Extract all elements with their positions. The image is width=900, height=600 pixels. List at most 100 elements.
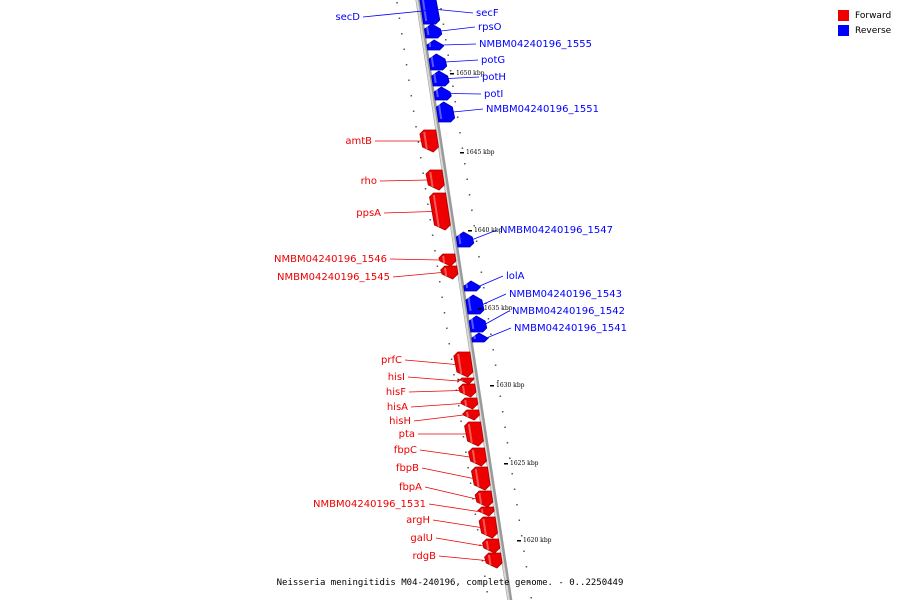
minor-tick [441, 296, 443, 298]
gene-label-pta: pta [399, 429, 415, 440]
gene-label-rdgB: rdgB [413, 551, 437, 562]
gene-label-galU: galU [410, 533, 433, 544]
minor-tick [424, 188, 427, 190]
minor-tick [456, 116, 459, 118]
leader-hisI [407, 376, 459, 382]
leader-fbpA [424, 486, 477, 500]
gene-label-potG: potG [481, 55, 505, 66]
gene-label-hisA: hisA [387, 402, 408, 413]
gene-label-NMBM04240196_1546: NMBM04240196_1546 [274, 254, 387, 265]
leader-NMBM04240196_1551 [453, 108, 484, 113]
minor-tick [465, 451, 467, 453]
gene-fbpC [468, 447, 487, 467]
leader-NMBM04240196_1531 [428, 503, 479, 512]
leader-NMBM04240196_1546 [389, 258, 440, 261]
minor-tick [454, 101, 457, 103]
gene-label-hisI: hisI [388, 372, 405, 383]
minor-tick [398, 17, 401, 19]
minor-tick [509, 457, 511, 459]
minor-tick [484, 575, 486, 577]
gene-label-rpsO: rpsO [478, 22, 502, 33]
gene-potI [433, 86, 452, 101]
minor-tick [482, 287, 485, 289]
gene-prfC [453, 351, 474, 378]
gene-NMBM04240196_1543 [465, 294, 485, 315]
genome-caption: Neisseria meningitidis M04-240196, compl… [276, 578, 624, 588]
minor-tick [528, 581, 530, 583]
leader-ppsA [383, 211, 433, 214]
forward-label: Forward [855, 10, 892, 21]
minor-tick [506, 442, 509, 444]
kbp-label: 1630 kbp [496, 382, 525, 389]
minor-tick [403, 48, 405, 50]
leader-lolA [479, 275, 504, 287]
minor-tick [504, 426, 506, 428]
gene-features [419, 0, 503, 569]
gene-label-NMBM04240196_1555: NMBM04240196_1555 [479, 39, 592, 50]
minor-tick [431, 234, 434, 236]
minor-tick [405, 64, 408, 66]
leader-NMBM04240196_1555 [442, 43, 477, 46]
gene-rho [425, 169, 445, 191]
reverse-swatch [838, 25, 849, 36]
gene-label-hisF: hisF [386, 387, 406, 398]
minor-tick [447, 54, 449, 56]
leader-NMBM04240196_1541 [487, 327, 512, 338]
minor-tick [440, 8, 442, 10]
minor-tick [472, 498, 474, 500]
legend: Forward Reverse [838, 8, 891, 38]
minor-tick [396, 2, 398, 4]
leader-fbpC [419, 449, 470, 458]
minor-tick [457, 405, 460, 407]
gene-labels: secD secF rpsO NMBM04240196_1555 potG potH pot… [274, 8, 627, 562]
gene-label-fbpC: fbpC [394, 445, 417, 456]
gene-NMBM04240196_1545 [440, 265, 459, 280]
tick-marks [396, 2, 532, 599]
minor-tick [481, 560, 484, 562]
leader-argH [432, 519, 481, 528]
minor-tick [468, 194, 471, 196]
gene-hisI [457, 377, 475, 385]
minor-tick [473, 225, 476, 227]
kbp-label: 1645 kbp [466, 149, 495, 156]
minor-tick [460, 420, 462, 422]
kbp-label: 1640 kbp [474, 227, 503, 234]
gene-NMBM04240196_1531 [476, 506, 495, 517]
leader-secD [362, 9, 438, 18]
minor-tick [466, 178, 468, 180]
gene-label-lolA: lolA [506, 271, 525, 282]
leader-secF [437, 9, 474, 14]
gene-label-prfC: prfC [381, 355, 402, 366]
minor-tick [446, 327, 448, 329]
minor-tick [462, 436, 465, 438]
gene-label-NMBM04240196_1547: NMBM04240196_1547 [500, 225, 613, 236]
gene-label-fbpB: fbpB [396, 463, 419, 474]
minor-tick [480, 271, 483, 273]
minor-tick [499, 395, 502, 397]
gene-NMBM04240196_1551 [435, 101, 456, 123]
leader-galU [435, 537, 484, 547]
gene-NMBM04240196_1555 [426, 39, 445, 51]
gene-label-potI: potI [484, 89, 503, 100]
minor-tick [474, 513, 477, 515]
leader-rdgB [438, 555, 486, 561]
minor-tick [494, 364, 497, 366]
gene-rdgB [484, 552, 503, 569]
minor-tick [412, 110, 415, 112]
leader-NMBM04240196_1543 [482, 293, 507, 305]
minor-tick [516, 504, 518, 506]
kbp-tick [460, 152, 464, 154]
gene-label-NMBM04240196_1545: NMBM04240196_1545 [277, 272, 390, 283]
gene-rpsO [424, 23, 443, 39]
legend-forward: Forward [838, 8, 891, 23]
reverse-label: Reverse [855, 25, 892, 36]
minor-tick [452, 85, 454, 87]
kbp-tick [490, 385, 494, 387]
gene-NMBM04240196_1547 [455, 231, 475, 248]
minor-tick [450, 358, 453, 360]
leader-hisA [410, 403, 462, 408]
minor-tick [501, 411, 504, 413]
leader-hisH [413, 414, 464, 422]
minor-tick [518, 519, 521, 521]
